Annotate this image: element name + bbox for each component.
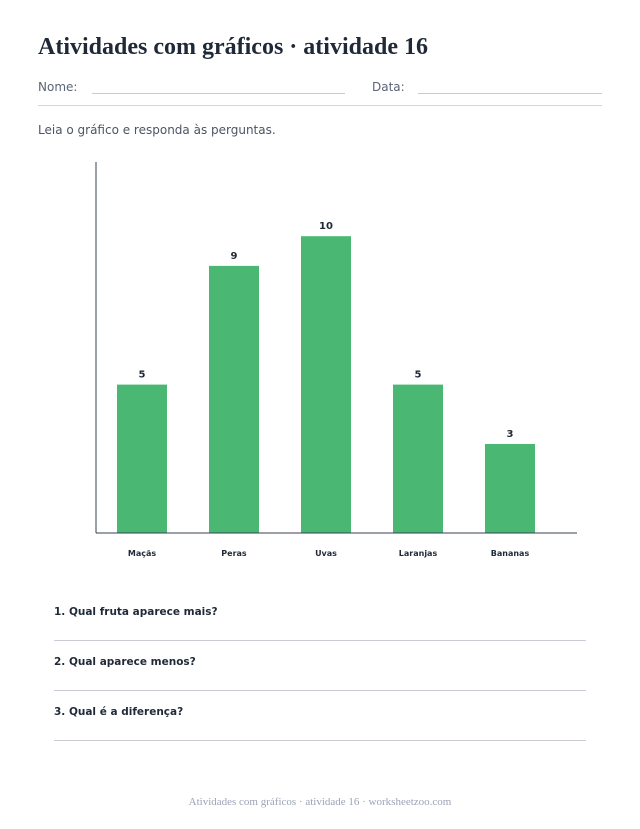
question-3: 3. Qual é a diferença?	[54, 706, 184, 718]
name-field[interactable]	[92, 93, 345, 94]
x-tick-label-1: Peras	[221, 549, 247, 558]
date-label: Data:	[372, 80, 405, 94]
bar-0	[117, 384, 167, 533]
bar-chart: 5 Maçãs 9 Peras 10 Uvas 5 Laranjas 3 Bananas	[95, 162, 577, 558]
x-tick-label-4: Bananas	[491, 549, 530, 558]
question-2: 2. Qual aparece menos?	[54, 656, 196, 668]
question-1: 1. Qual fruta aparece mais?	[54, 606, 218, 618]
bar-3	[393, 384, 443, 533]
date-field[interactable]	[418, 93, 602, 94]
data-label-1: 9	[231, 251, 238, 262]
answer-line-1[interactable]	[54, 640, 586, 641]
x-tick-label-0: Maçãs	[128, 549, 157, 558]
bar-4	[485, 443, 535, 533]
name-label: Nome:	[38, 80, 78, 94]
answer-line-3[interactable]	[54, 740, 586, 741]
data-label-0: 5	[139, 370, 146, 381]
footer: Atividades com gráficos · atividade 16 ·…	[188, 796, 452, 808]
data-label-4: 3	[507, 429, 514, 440]
x-tick-label-3: Laranjas	[399, 549, 438, 558]
header-divider	[38, 105, 602, 106]
data-label-3: 5	[415, 370, 422, 381]
bar-1	[209, 265, 259, 533]
page-title: Atividades com gráficos · atividade 16	[38, 34, 428, 60]
bar-2	[301, 236, 351, 533]
answer-line-2[interactable]	[54, 690, 586, 691]
student-fields: Nome: Data:	[38, 80, 602, 96]
instruction-text: Leia o gráfico e responda às perguntas.	[38, 123, 276, 137]
x-tick-label-2: Uvas	[315, 549, 337, 558]
data-label-2: 10	[319, 221, 333, 232]
